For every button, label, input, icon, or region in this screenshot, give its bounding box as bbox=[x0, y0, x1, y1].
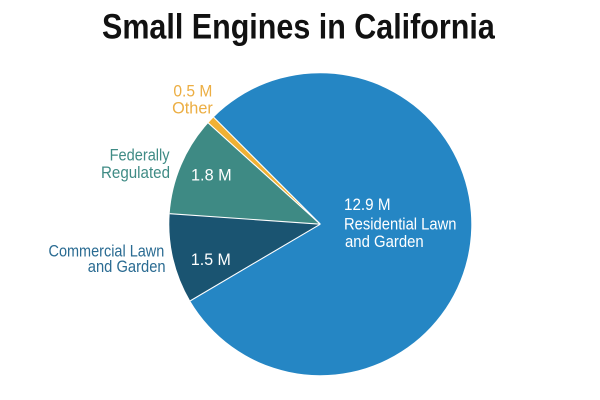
svg-text:1.8 M: 1.8 M bbox=[191, 166, 232, 184]
svg-text:Federally: Federally bbox=[110, 146, 171, 164]
svg-text:Commercial Lawn: Commercial Lawn bbox=[49, 243, 165, 261]
svg-text:Regulated: Regulated bbox=[101, 164, 170, 182]
svg-text:0.5 M: 0.5 M bbox=[173, 82, 212, 100]
svg-text:Small Engines in California: Small Engines in California bbox=[102, 7, 495, 46]
svg-text:Residential Lawn: Residential Lawn bbox=[344, 215, 457, 233]
svg-text:12.9 M: 12.9 M bbox=[344, 196, 391, 214]
svg-text:1.5 M: 1.5 M bbox=[191, 251, 231, 269]
svg-text:and Garden: and Garden bbox=[88, 258, 166, 276]
svg-text:and Garden: and Garden bbox=[345, 233, 424, 251]
svg-text:Other: Other bbox=[172, 100, 213, 118]
